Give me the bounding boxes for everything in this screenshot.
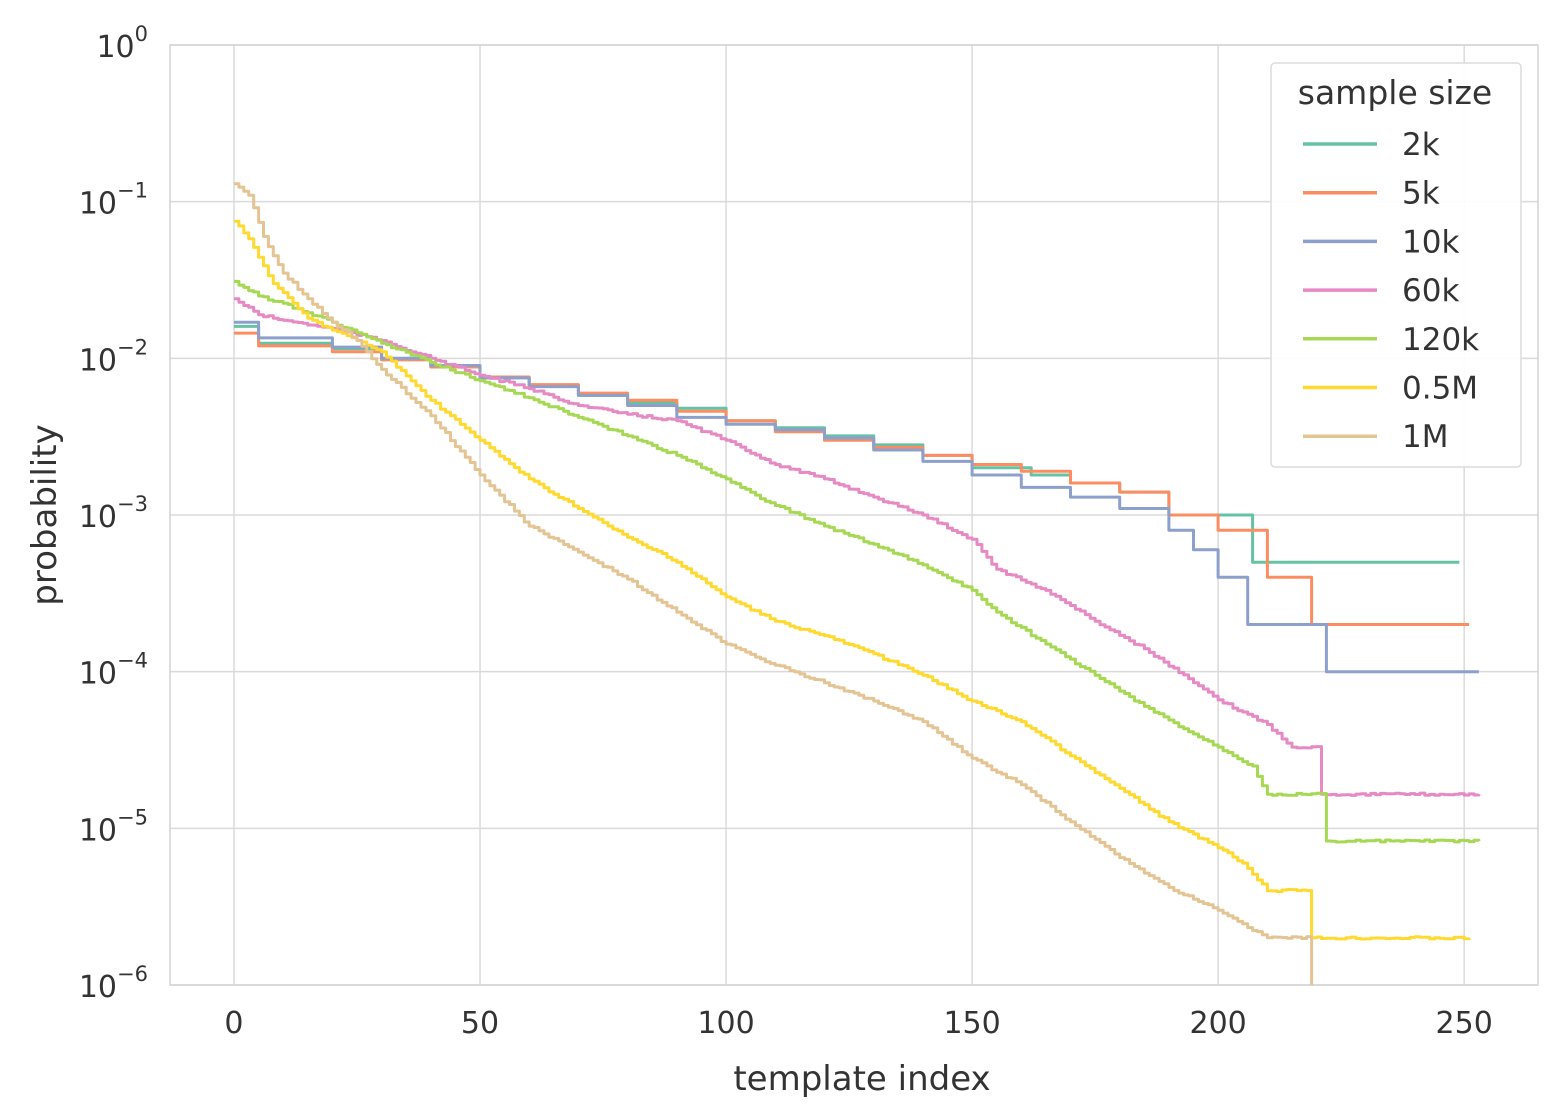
legend-box <box>1270 62 1522 468</box>
x-axis-label: template index <box>733 1059 990 1099</box>
x-tick-0: 0 <box>224 1006 243 1041</box>
legend-label-10k: 10k <box>1402 224 1459 260</box>
series-line-10k <box>234 320 1479 674</box>
y-tick--1: 10−1 <box>79 179 148 222</box>
x-tick-200: 200 <box>1190 1006 1247 1041</box>
series-line-0.5M <box>234 219 1471 941</box>
y-tick--4: 10−4 <box>79 649 148 692</box>
y-tick-labels: 100 10−1 10−2 10−3 10−4 10−5 10−6 <box>79 22 148 1005</box>
y-tick--5: 10−5 <box>79 805 148 848</box>
series-line-60k <box>234 297 1481 797</box>
y-tick--2: 10−2 <box>79 335 148 378</box>
x-tick-labels: 0 50 100 150 200 250 <box>224 1006 1492 1041</box>
y-tick--3: 10−3 <box>79 492 148 535</box>
legend-label-60k: 60k <box>1402 273 1459 309</box>
legend-label-2k: 2k <box>1402 127 1440 163</box>
legend-label-5k: 5k <box>1402 176 1440 212</box>
series-line-1M <box>234 182 1314 985</box>
legend-label-120k: 120k <box>1402 322 1479 358</box>
legend-title: sample size <box>1298 73 1492 112</box>
x-tick-250: 250 <box>1436 1006 1493 1041</box>
y-axis-label: probability <box>25 424 65 605</box>
x-tick-50: 50 <box>461 1006 499 1041</box>
plot-frame <box>169 44 1539 986</box>
legend-label-0.5M: 0.5M <box>1402 371 1478 407</box>
y-tick--6: 10−6 <box>79 962 148 1005</box>
series-line-120k <box>234 279 1481 844</box>
x-tick-150: 150 <box>943 1006 1000 1041</box>
x-tick-100: 100 <box>697 1006 754 1041</box>
y-tick-0: 100 <box>96 22 148 65</box>
legend-label-1M: 1M <box>1402 419 1448 455</box>
legend: sample size 2k 5k 10k 60k 120k 0.5M 1M <box>1270 62 1522 468</box>
legend-entries: 2k 5k 10k 60k 120k 0.5M 1M <box>1303 127 1479 455</box>
series-layer <box>234 182 1481 985</box>
